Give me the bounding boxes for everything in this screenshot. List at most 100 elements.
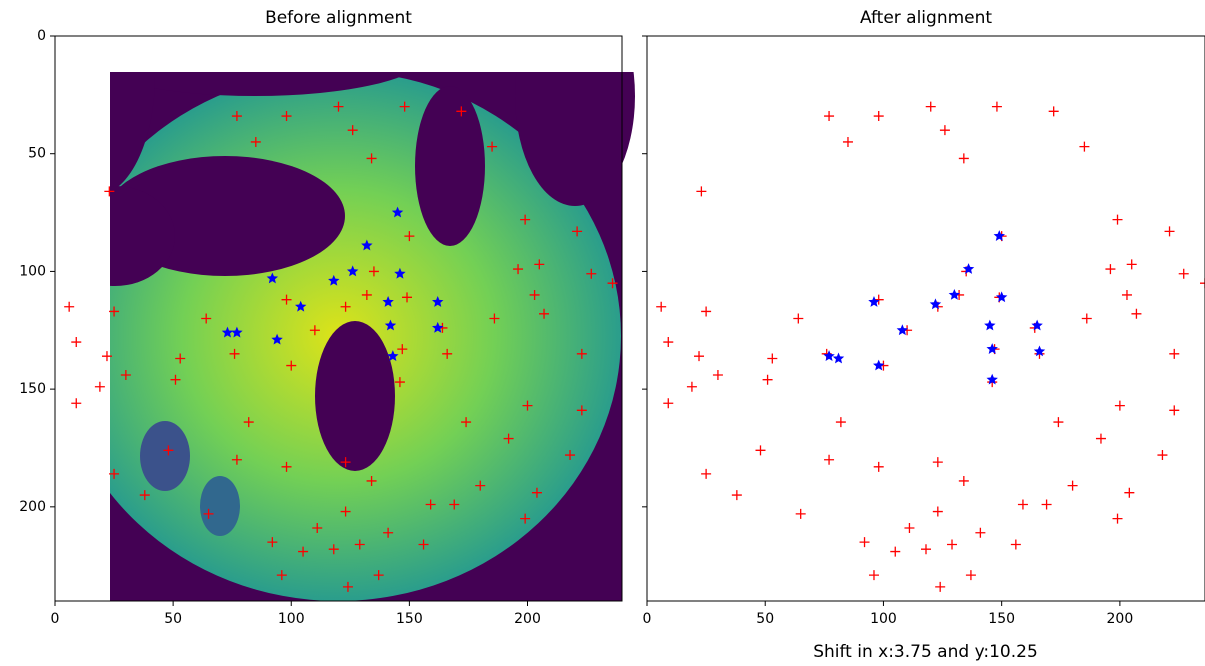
plus-marker (328, 544, 339, 555)
plus-marker (975, 527, 986, 538)
star-marker (986, 373, 998, 385)
plus-marker (1124, 487, 1135, 498)
plus-marker (109, 306, 120, 317)
plus-marker (873, 111, 884, 122)
plus-marker (712, 370, 723, 380)
plus-marker (1105, 264, 1116, 275)
plus-marker (298, 546, 309, 557)
plus-marker (503, 433, 514, 444)
plus-marker (531, 487, 542, 498)
star-marker (266, 272, 279, 284)
plus-marker (767, 353, 778, 364)
plus-marker (520, 513, 531, 524)
plus-marker (1200, 278, 1205, 289)
plus-marker (281, 294, 292, 305)
plus-marker (696, 186, 707, 197)
plus-marker (1067, 480, 1078, 491)
plus-marker (958, 475, 969, 486)
star-marker (384, 319, 397, 331)
chart-title: Before alignment (265, 8, 412, 28)
plus-marker (1079, 141, 1090, 152)
plus-marker (1041, 499, 1052, 510)
star-marker (832, 352, 845, 364)
plus-marker (404, 231, 415, 242)
plus-marker (340, 457, 351, 468)
plus-marker (1169, 348, 1180, 359)
plus-marker (835, 417, 846, 428)
plus-marker (361, 289, 372, 300)
star-marker (432, 296, 444, 307)
plus-marker (842, 136, 853, 147)
plus-marker (231, 111, 242, 122)
star-marker (896, 324, 909, 336)
plus-marker (276, 570, 287, 581)
x-tick-label: 150 (988, 611, 1015, 627)
y-tick-label: 50 (28, 146, 46, 162)
plus-marker (1053, 417, 1064, 428)
plus-marker (921, 544, 931, 555)
plus-marker (793, 313, 804, 324)
plus-marker (958, 153, 969, 164)
plus-marker (859, 537, 870, 548)
plus-marker (418, 539, 429, 550)
plus-marker (520, 214, 531, 225)
plus-marker (762, 374, 773, 385)
plus-marker (1017, 499, 1028, 510)
plus-marker (663, 337, 674, 348)
plus-marker (71, 337, 82, 348)
plus-marker (94, 381, 105, 392)
plus-marker (1112, 513, 1123, 524)
plus-marker (1178, 268, 1189, 279)
star-marker (231, 326, 243, 338)
x-tick-label: 200 (514, 611, 541, 627)
plus-marker (139, 490, 150, 501)
plus-marker (1112, 214, 1123, 225)
plus-marker (824, 111, 835, 122)
plus-marker (231, 454, 242, 465)
plus-marker (487, 141, 498, 152)
x-tick-label: 100 (278, 611, 305, 627)
star-marker (823, 350, 835, 362)
plus-marker (965, 570, 976, 581)
plus-marker (366, 475, 377, 486)
plus-marker (368, 266, 379, 277)
plus-marker (109, 468, 120, 479)
plus-marker (201, 313, 212, 324)
x-tick-label: 0 (643, 611, 652, 627)
star-marker (1033, 345, 1046, 357)
plus-marker (1126, 259, 1137, 270)
x-tick-label: 0 (51, 611, 60, 627)
plus-marker (873, 461, 884, 472)
star-marker (868, 296, 880, 307)
chart-title: After alignment (860, 8, 992, 28)
plus-marker (286, 360, 297, 371)
plus-marker (101, 351, 112, 362)
plus-marker (868, 570, 879, 581)
plus-marker (461, 417, 472, 428)
plus-marker (1048, 106, 1059, 117)
plus-marker (701, 306, 712, 317)
plus-marker (1010, 539, 1021, 550)
plus-marker (383, 527, 394, 538)
plus-marker (373, 570, 384, 581)
plus-marker (522, 400, 533, 411)
x-axis-label: Shift in x:3.75 and y:10.25 (813, 642, 1038, 662)
plus-marker (824, 454, 835, 465)
x-tick-label: 50 (164, 611, 182, 627)
plus-marker (163, 445, 174, 456)
plus-marker (932, 457, 943, 468)
plus-marker (576, 405, 587, 416)
plus-marker (991, 101, 1002, 112)
plus-marker (399, 101, 410, 112)
plus-marker (694, 351, 705, 362)
plus-marker (904, 523, 915, 534)
plus-marker (1131, 308, 1142, 319)
plus-marker (71, 398, 82, 409)
plus-marker (1164, 226, 1175, 237)
plus-marker (529, 289, 540, 300)
star-marker (873, 359, 885, 371)
plus-marker (576, 348, 587, 359)
plus-marker (229, 348, 240, 359)
plus-marker (449, 499, 460, 510)
plus-marker (534, 259, 545, 270)
